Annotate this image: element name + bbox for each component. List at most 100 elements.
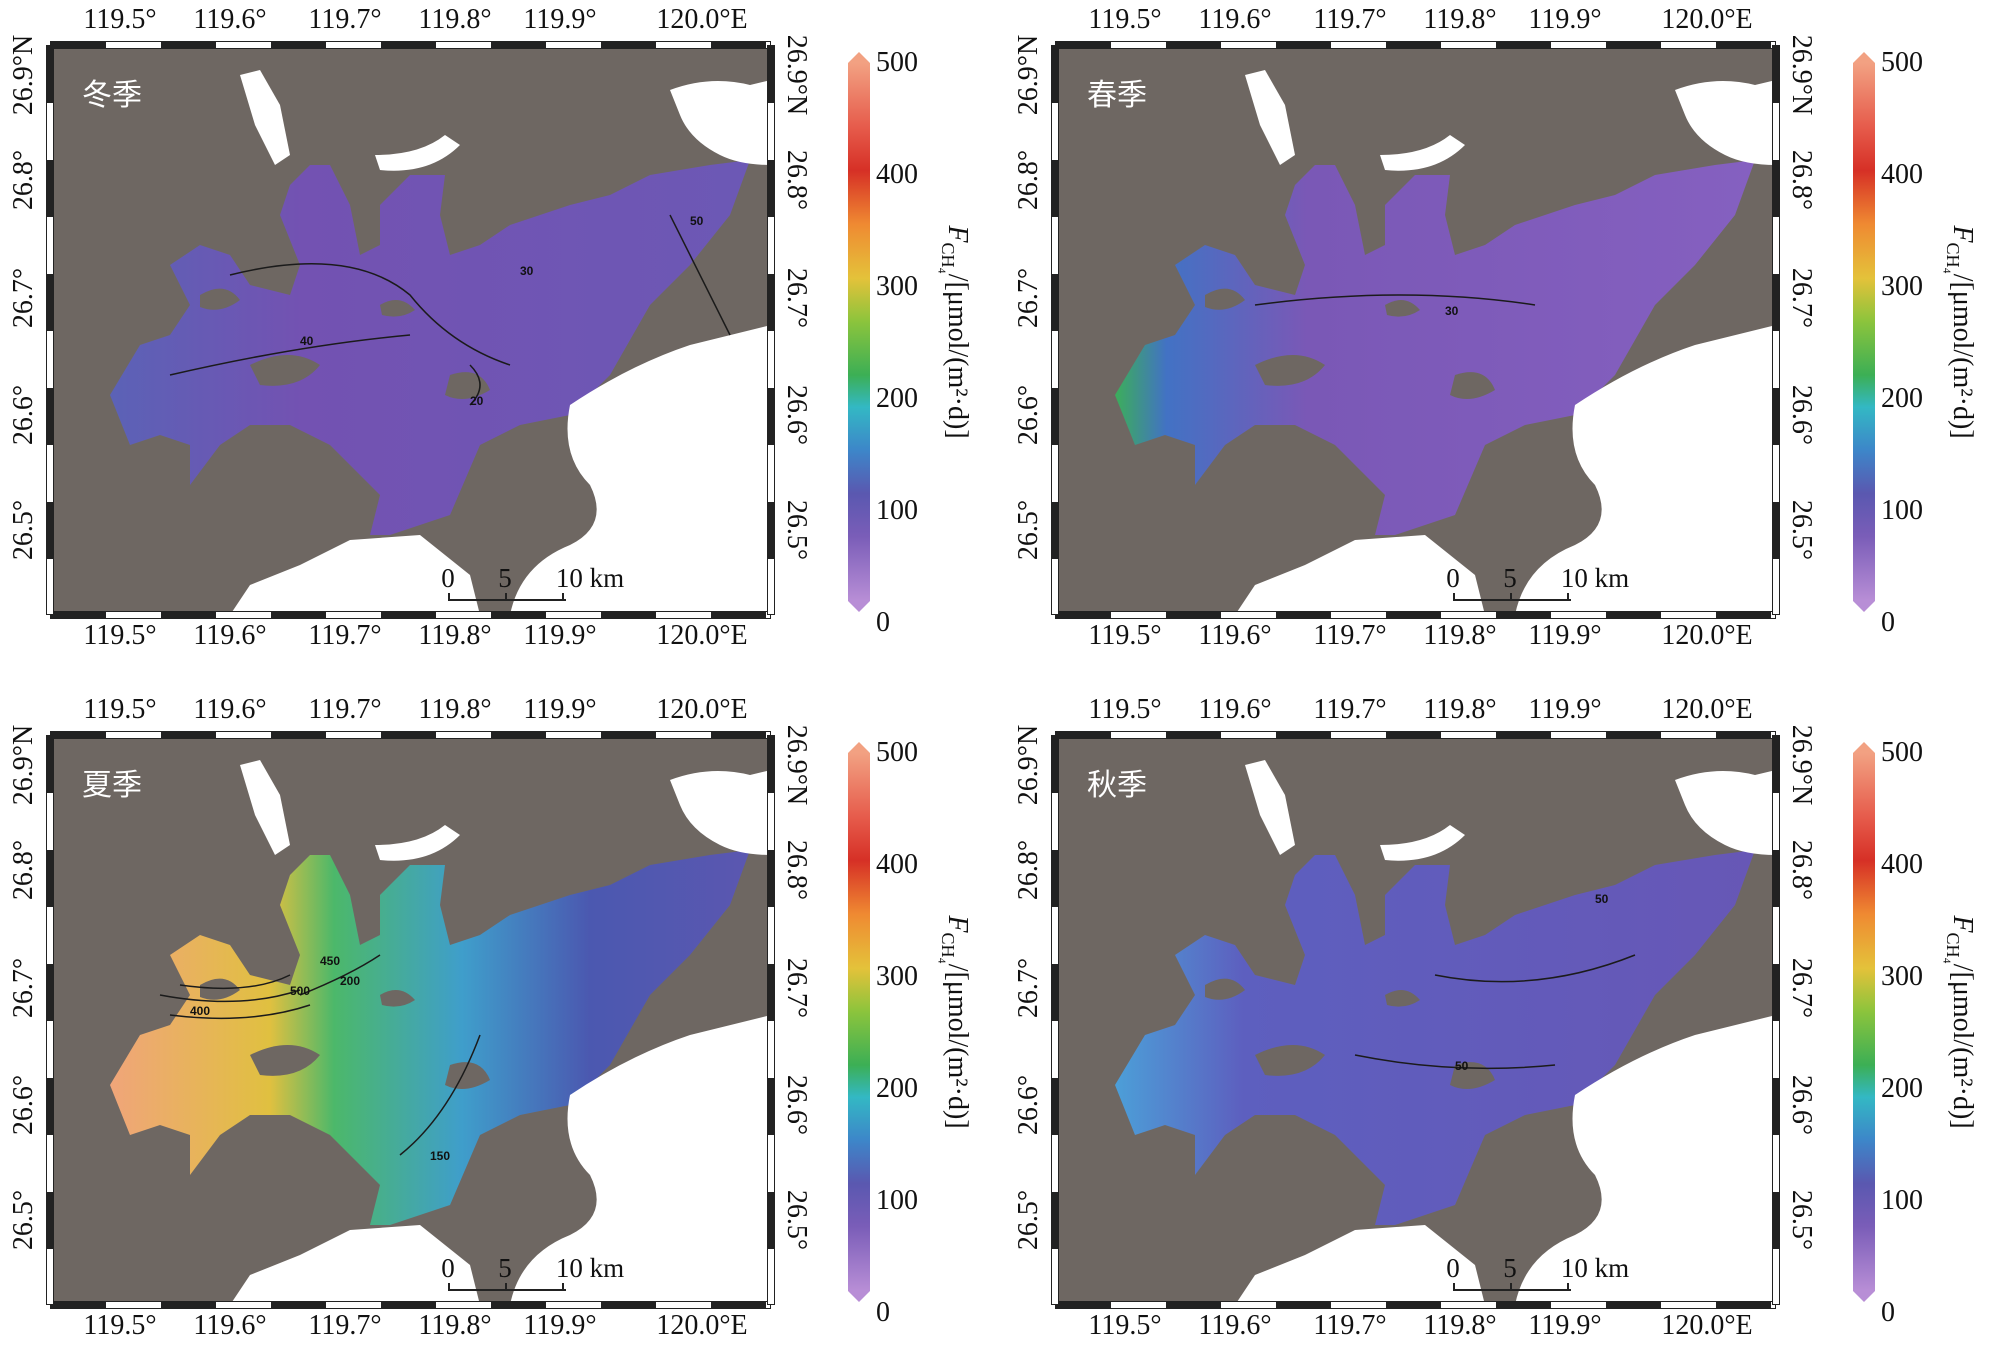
colorbar-min-arrow <box>1853 601 1875 612</box>
no-data-area <box>510 1015 771 1305</box>
lon-tick-bottom: 119.5° <box>1088 1310 1162 1341</box>
lat-tick-left: 26.9°N <box>1013 34 1044 116</box>
unit-rest: /[μmol/(m²·d)] <box>941 273 973 439</box>
no-data-area <box>1675 80 1776 165</box>
colorbar-tick: 400 <box>1881 849 1923 880</box>
lon-tick-top: 119.6° <box>1198 4 1272 35</box>
lat-tick-left: 26.6° <box>8 384 39 446</box>
lon-tick-top: 120.0°E <box>656 4 748 35</box>
scale-tick <box>1510 593 1512 601</box>
contour-label: 500 <box>290 984 310 998</box>
lon-tick-top: 119.9° <box>1528 694 1602 725</box>
lat-tick-left: 26.7° <box>1013 267 1044 329</box>
lat-tick-left: 26.5° <box>1013 499 1044 561</box>
colorbar-max-arrow <box>1853 52 1875 63</box>
lat-tick-left: 26.6° <box>8 1074 39 1136</box>
no-data-area <box>1675 770 1776 855</box>
lon-tick-bottom: 119.8° <box>1423 1310 1497 1341</box>
no-data-area <box>1515 325 1776 615</box>
lat-tick-right: 26.5° <box>1786 1189 1817 1251</box>
lat-tick-left: 26.8° <box>1013 839 1044 901</box>
no-data-area <box>670 770 771 855</box>
contour-line <box>159 989 301 1003</box>
colorbar-tick: 0 <box>1881 607 1895 638</box>
colorbar-min-arrow <box>848 1291 870 1302</box>
lon-tick-top: 119.7° <box>1313 4 1387 35</box>
scale-tick <box>505 1283 507 1291</box>
scale-label: 5 <box>498 563 512 593</box>
unit-subscript: CH₄ <box>938 932 959 964</box>
lon-tick-bottom: 119.9° <box>523 620 597 651</box>
scale-tick <box>448 593 450 601</box>
scale-tick <box>562 593 564 601</box>
colorbar-tick: 400 <box>876 159 918 190</box>
colorbar-unit-label: FCH₄/[μmol/(m²·d)] <box>937 225 973 438</box>
no-data-area <box>510 325 771 615</box>
lon-tick-top: 119.7° <box>1313 694 1387 725</box>
scale-line <box>448 1289 566 1291</box>
scale-tick <box>1567 593 1569 601</box>
contour-line <box>229 263 511 366</box>
frame-right <box>767 735 775 1305</box>
estuary-map: 450 500 400 200 150 <box>110 760 771 1305</box>
lon-tick-top: 119.5° <box>83 694 157 725</box>
estuary-map: 30 <box>1115 70 1776 615</box>
lon-tick-bottom: 119.6° <box>193 620 267 651</box>
colorbar-tick: 100 <box>876 495 918 526</box>
contour-label: 450 <box>320 954 340 968</box>
colorbar-tick: 500 <box>876 737 918 768</box>
lat-tick-right: 26.6° <box>1786 384 1817 446</box>
frame-bottom <box>50 611 771 619</box>
map-area: 450 500 400 200 150 <box>50 735 771 1305</box>
map-area: 50 50 <box>1055 735 1776 1305</box>
lon-tick-bottom: 119.9° <box>1528 620 1602 651</box>
no-data-area <box>230 535 480 615</box>
lat-tick-left: 26.8° <box>8 839 39 901</box>
frame-bottom <box>50 1301 771 1309</box>
contour-label: 50 <box>1595 892 1609 906</box>
lat-tick-right: 26.8° <box>781 839 812 901</box>
scale-tick <box>1510 1283 1512 1291</box>
colorbar-tick: 500 <box>1881 737 1923 768</box>
lon-tick-bottom: 119.7° <box>308 1310 382 1341</box>
island <box>380 990 415 1007</box>
map-area: 30 40 20 50 <box>50 45 771 615</box>
unit-subscript: CH₄ <box>1943 932 1964 964</box>
contour-label: 50 <box>690 214 704 228</box>
lat-tick-right: 26.8° <box>1786 149 1817 211</box>
no-data-area <box>240 760 290 855</box>
unit-symbol: F <box>1946 915 1978 933</box>
colorbar <box>1853 742 1875 1302</box>
contour-line <box>179 974 291 990</box>
island <box>200 288 240 310</box>
map-panel-winter: 30 40 20 50 冬季 0 5 10 km 119.5° 119.5° 119.6° 119.6… <box>0 0 1000 670</box>
unit-subscript: CH₄ <box>938 242 959 274</box>
contour-label: 30 <box>1445 304 1459 318</box>
colorbar-gradient <box>1853 63 1875 601</box>
no-data-area <box>375 825 460 861</box>
island <box>445 1062 490 1089</box>
frame-bottom <box>1055 1301 1776 1309</box>
scale-label: 10 km <box>555 563 625 593</box>
lon-tick-top: 120.0°E <box>656 694 748 725</box>
colorbar-tick: 0 <box>1881 1297 1895 1328</box>
colorbar-gradient <box>848 753 870 1291</box>
frame-top <box>1055 731 1776 739</box>
island <box>250 355 320 386</box>
contour-line <box>1434 954 1636 983</box>
lat-tick-left: 26.6° <box>1013 384 1044 446</box>
scale-bar: 0 5 10 km <box>1445 563 1645 605</box>
lat-tick-left: 26.7° <box>8 957 39 1019</box>
lat-tick-left: 26.9°N <box>8 724 39 806</box>
colorbar-tick: 200 <box>1881 1073 1923 1104</box>
lat-tick-right: 26.8° <box>781 149 812 211</box>
frame-left <box>46 45 54 615</box>
lat-tick-right: 26.7° <box>1786 957 1817 1019</box>
lat-tick-left: 26.8° <box>1013 149 1044 211</box>
lat-tick-left: 26.6° <box>1013 1074 1044 1136</box>
colorbar-tick: 500 <box>1881 47 1923 78</box>
scale-line <box>1453 599 1571 601</box>
lon-tick-bottom: 119.8° <box>418 1310 492 1341</box>
frame-left <box>1051 45 1059 615</box>
